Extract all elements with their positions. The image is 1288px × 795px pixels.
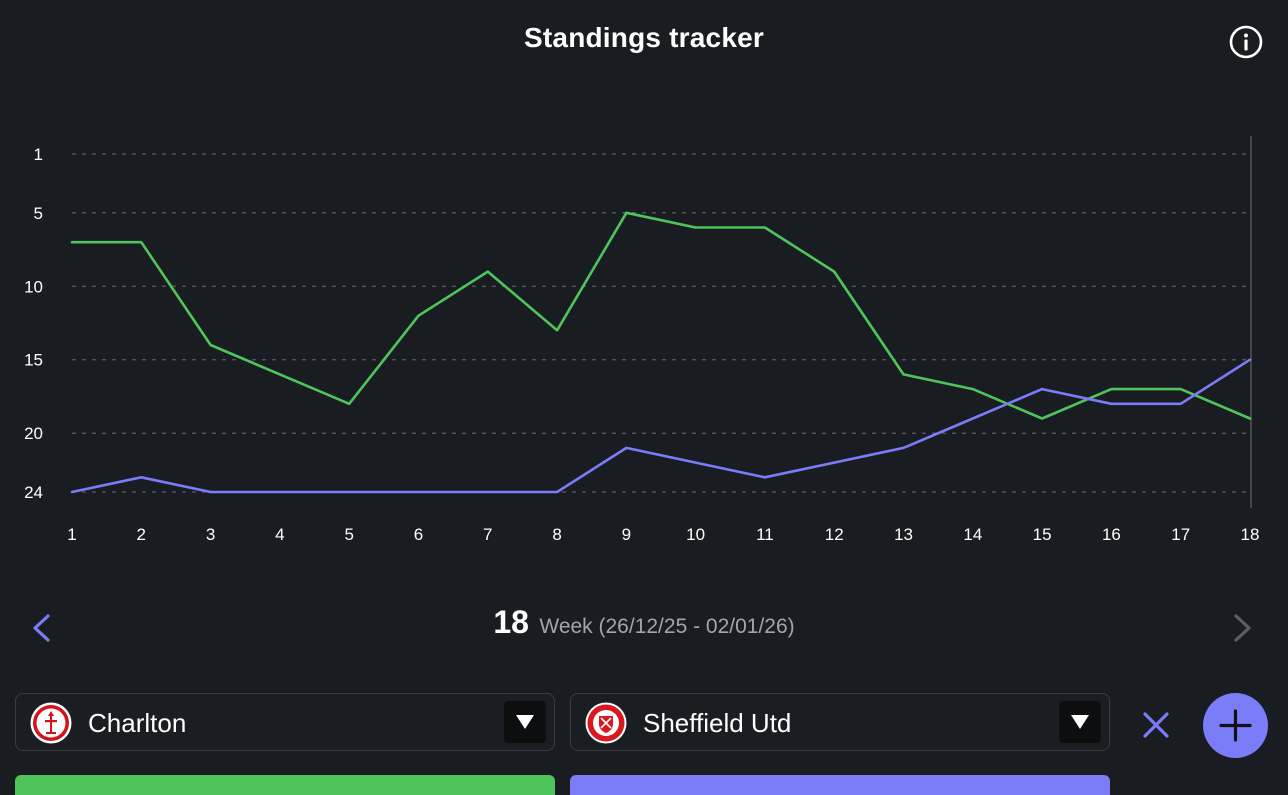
week-range-label: Week (26/12/25 - 02/01/26) (539, 615, 795, 638)
x-tick-label: 3 (206, 525, 215, 544)
x-tick-label: 10 (686, 525, 705, 544)
team-color-bar-charlton (15, 775, 555, 795)
team-selector-charlton[interactable]: Charlton (15, 693, 555, 751)
x-tick-label: 16 (1102, 525, 1121, 544)
y-tick-label: 5 (34, 204, 43, 223)
x-tick-label: 14 (963, 525, 982, 544)
chevron-right-icon (1234, 614, 1251, 642)
add-team-button[interactable] (1203, 693, 1268, 758)
y-tick-label: 10 (24, 277, 43, 296)
triangle-down-icon (516, 715, 534, 729)
team-selector-sheffield-utd[interactable]: Sheffield Utd (570, 693, 1110, 751)
series-line-charlton (70, 211, 1252, 420)
plus-icon (1219, 709, 1252, 742)
page-title: Standings tracker (524, 22, 764, 53)
team-dropdown-button[interactable] (504, 701, 546, 743)
x-tick-label: 8 (552, 525, 561, 544)
x-tick-label: 12 (825, 525, 844, 544)
x-tick-label: 18 (1241, 525, 1260, 544)
info-circle-icon (1229, 25, 1263, 59)
week-number: 18 (493, 604, 529, 640)
x-tick-label: 15 (1033, 525, 1052, 544)
team-name: Charlton (88, 708, 187, 738)
y-tick-label: 15 (24, 351, 43, 370)
x-tick-label: 11 (756, 525, 774, 544)
x-tick-label: 6 (414, 525, 423, 544)
x-tick-label: 4 (275, 525, 284, 544)
x-tick-label: 13 (894, 525, 913, 544)
x-tick-label: 5 (344, 525, 353, 544)
y-tick-label: 20 (24, 424, 43, 443)
y-tick-label: 1 (34, 145, 43, 164)
standings-chart: 1 5 10 15 20 24 1 2 3 4 5 6 7 8 9 10 11 12 13 14 15 16 17 18 (0, 120, 1288, 560)
next-week-button[interactable] (1224, 610, 1260, 646)
info-button[interactable] (1229, 25, 1263, 59)
triangle-down-icon (1071, 715, 1089, 729)
team-dropdown-button[interactable] (1059, 701, 1101, 743)
clear-teams-button[interactable] (1138, 707, 1174, 743)
previous-week-button[interactable] (24, 610, 60, 646)
team-color-bar-sheffield-utd (570, 775, 1110, 795)
y-tick-label: 24 (24, 483, 43, 502)
team-name: Sheffield Utd (643, 708, 792, 738)
x-tick-label: 1 (67, 525, 76, 544)
week-navigation: 18 Week (26/12/25 - 02/01/26) (0, 598, 1288, 658)
week-display: 18 Week (26/12/25 - 02/01/26) (0, 604, 1288, 641)
x-tick-label: 17 (1171, 525, 1190, 544)
sheffield-utd-crest-icon (585, 702, 627, 744)
chevron-left-icon (33, 614, 50, 642)
x-tick-label: 9 (622, 525, 631, 544)
x-tick-label: 7 (483, 525, 492, 544)
close-icon (1143, 712, 1169, 738)
series-line-sheffield-utd (70, 358, 1252, 494)
x-tick-label: 2 (137, 525, 146, 544)
charlton-crest-icon (30, 702, 72, 744)
